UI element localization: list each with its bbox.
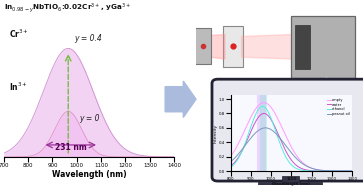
FancyBboxPatch shape bbox=[194, 28, 211, 64]
Bar bbox=[260, 95, 267, 171]
ethanol bbox=[323, 170, 328, 172]
ethanol bbox=[260, 105, 265, 107]
peanut oil bbox=[241, 147, 245, 149]
water bbox=[241, 148, 245, 150]
Line: peanut oil: peanut oil bbox=[231, 128, 352, 171]
Bar bbox=[258, 182, 322, 185]
empty bbox=[241, 133, 245, 135]
water bbox=[262, 112, 266, 115]
Text: Cr$^{3+}$: Cr$^{3+}$ bbox=[9, 27, 29, 40]
Text: 231 nm: 231 nm bbox=[55, 143, 86, 152]
ethanol bbox=[241, 148, 245, 150]
water bbox=[323, 170, 328, 172]
Bar bbox=[282, 176, 299, 185]
ethanol bbox=[312, 170, 316, 172]
ethanol bbox=[350, 170, 354, 172]
water bbox=[326, 170, 330, 172]
water bbox=[282, 146, 286, 149]
peanut oil bbox=[263, 127, 268, 129]
FancyBboxPatch shape bbox=[223, 26, 243, 67]
Legend: empty, water, ethanol, peanut oil: empty, water, ethanol, peanut oil bbox=[327, 97, 350, 117]
FancyArrow shape bbox=[165, 81, 196, 117]
ethanol bbox=[326, 170, 330, 172]
Text: y = 0.4: y = 0.4 bbox=[74, 34, 102, 43]
empty bbox=[350, 170, 354, 172]
ethanol bbox=[278, 142, 282, 144]
ethanol bbox=[282, 153, 286, 155]
water bbox=[312, 170, 316, 172]
FancyBboxPatch shape bbox=[291, 16, 355, 78]
X-axis label: Wavelength (nm): Wavelength (nm) bbox=[52, 170, 126, 178]
peanut oil bbox=[326, 170, 330, 172]
empty bbox=[278, 122, 282, 124]
Line: empty: empty bbox=[231, 103, 352, 171]
Text: y = 0: y = 0 bbox=[79, 114, 100, 123]
empty bbox=[323, 170, 328, 172]
empty bbox=[326, 170, 330, 172]
empty bbox=[262, 101, 266, 104]
FancyBboxPatch shape bbox=[212, 79, 363, 181]
empty bbox=[228, 156, 233, 158]
peanut oil bbox=[350, 170, 354, 172]
X-axis label: Wavelength (nm): Wavelength (nm) bbox=[272, 182, 310, 186]
peanut oil bbox=[312, 168, 316, 170]
peanut oil bbox=[323, 170, 328, 172]
FancyBboxPatch shape bbox=[294, 25, 310, 69]
empty bbox=[312, 168, 316, 170]
peanut oil bbox=[282, 143, 286, 145]
Line: water: water bbox=[231, 113, 352, 171]
Bar bbox=[257, 95, 266, 171]
water bbox=[350, 170, 354, 172]
Line: ethanol: ethanol bbox=[231, 106, 352, 171]
Y-axis label: Intensity: Intensity bbox=[213, 124, 217, 143]
water bbox=[228, 165, 233, 167]
empty bbox=[282, 131, 286, 134]
peanut oil bbox=[278, 137, 282, 139]
peanut oil bbox=[228, 161, 233, 163]
Text: In$^{3+}$: In$^{3+}$ bbox=[9, 80, 28, 93]
ethanol bbox=[228, 166, 233, 169]
Text: In$_{0.98-y}$NbTiO$_6$:0.02Cr$^{3+}$, yGa$^{3+}$: In$_{0.98-y}$NbTiO$_6$:0.02Cr$^{3+}$, yG… bbox=[4, 1, 131, 15]
water bbox=[278, 137, 282, 139]
